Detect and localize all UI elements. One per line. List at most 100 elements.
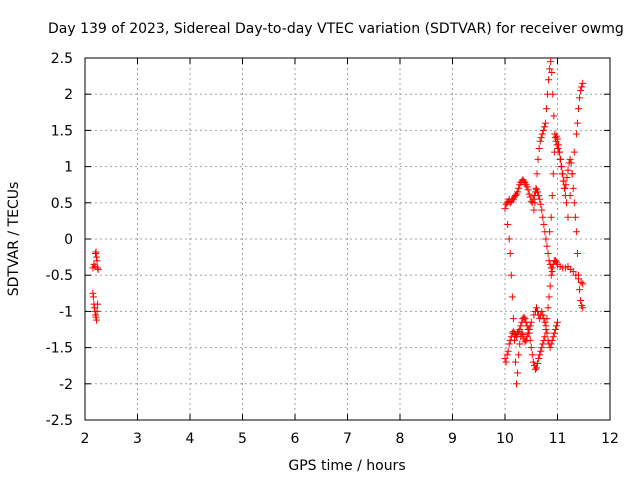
data-point bbox=[540, 123, 548, 131]
data-point bbox=[543, 242, 551, 250]
data-point bbox=[533, 170, 541, 178]
data-point bbox=[516, 326, 524, 333]
data-point bbox=[548, 192, 556, 200]
data-point bbox=[560, 177, 568, 185]
series bbox=[501, 257, 587, 373]
data-point bbox=[504, 347, 512, 355]
data-point bbox=[507, 271, 515, 279]
data-point bbox=[523, 333, 531, 341]
data-point bbox=[567, 159, 575, 167]
y-tick-label: 0 bbox=[64, 232, 73, 248]
data-point bbox=[540, 315, 548, 323]
data-point bbox=[521, 315, 529, 323]
plot-frame bbox=[84, 57, 611, 421]
data-point bbox=[89, 289, 97, 297]
data-point bbox=[550, 329, 558, 337]
chart-title: Day 139 of 2023, Sidereal Day-to-day VTE… bbox=[48, 21, 624, 37]
data-point bbox=[542, 235, 550, 243]
data-point bbox=[525, 326, 533, 333]
data-point bbox=[512, 192, 519, 200]
data-point bbox=[534, 188, 542, 196]
data-point bbox=[521, 338, 529, 346]
data-point bbox=[517, 322, 525, 330]
data-point bbox=[577, 87, 585, 95]
data-point bbox=[501, 205, 509, 213]
x-tick-label: 12 bbox=[601, 431, 619, 447]
y-tick-label: -1.5 bbox=[46, 341, 73, 357]
series bbox=[504, 221, 535, 388]
data-point bbox=[536, 351, 544, 359]
data-point bbox=[512, 358, 519, 366]
data-point bbox=[529, 195, 537, 203]
x-tick-label: 10 bbox=[496, 431, 514, 447]
data-point bbox=[558, 163, 566, 171]
x-tick-label: 9 bbox=[448, 431, 457, 447]
x-tick-label: 11 bbox=[549, 431, 567, 447]
data-point bbox=[541, 119, 549, 127]
data-point bbox=[564, 213, 572, 221]
data-point bbox=[575, 105, 582, 113]
x-tick-label: 3 bbox=[133, 431, 142, 447]
data-point bbox=[572, 130, 580, 138]
data-point bbox=[92, 248, 100, 256]
data-point bbox=[515, 351, 523, 359]
data-point bbox=[533, 364, 540, 372]
data-point bbox=[520, 177, 528, 185]
data-point bbox=[520, 313, 528, 321]
data-point bbox=[568, 170, 576, 178]
data-point bbox=[510, 336, 518, 344]
data-point bbox=[522, 336, 530, 344]
data-point bbox=[549, 170, 557, 178]
data-point bbox=[575, 271, 582, 279]
data-point bbox=[531, 199, 539, 207]
data-point bbox=[535, 145, 543, 152]
data-point bbox=[536, 195, 544, 203]
data-point bbox=[526, 322, 534, 330]
data-point bbox=[94, 265, 102, 273]
data-point bbox=[94, 300, 102, 308]
data-point bbox=[89, 293, 97, 301]
series bbox=[546, 132, 587, 312]
x-tick-label: 4 bbox=[186, 431, 195, 447]
series bbox=[564, 79, 587, 221]
data-point bbox=[547, 213, 555, 221]
data-point bbox=[539, 213, 547, 221]
data-point bbox=[539, 126, 547, 134]
x-tick-label: 2 bbox=[81, 431, 90, 447]
data-point bbox=[501, 354, 509, 362]
data-point bbox=[504, 221, 512, 229]
y-tick-label: 1 bbox=[64, 160, 73, 176]
data-point bbox=[576, 94, 584, 102]
data-point bbox=[557, 155, 565, 163]
data-point bbox=[503, 351, 511, 359]
data-point bbox=[527, 344, 535, 352]
data-point bbox=[549, 333, 557, 341]
data-point bbox=[533, 304, 540, 312]
data-point bbox=[544, 249, 552, 257]
data-point bbox=[537, 347, 545, 355]
data-point bbox=[519, 331, 527, 339]
series bbox=[501, 176, 556, 276]
data-point bbox=[547, 271, 555, 279]
x-tick-label: 5 bbox=[238, 431, 247, 447]
data-point bbox=[535, 354, 543, 362]
y-tick-label: -0.5 bbox=[46, 268, 73, 284]
data-point bbox=[546, 282, 554, 290]
data-point bbox=[536, 137, 544, 145]
data-point bbox=[545, 293, 553, 301]
y-tick-label: -2.5 bbox=[46, 413, 73, 429]
data-point bbox=[535, 192, 543, 200]
data-point bbox=[525, 190, 533, 198]
y-tick-label: 0.5 bbox=[51, 196, 73, 212]
data-point bbox=[556, 148, 564, 156]
data-point bbox=[573, 119, 581, 127]
data-point bbox=[552, 322, 560, 330]
data-point bbox=[506, 199, 514, 207]
data-point bbox=[548, 264, 556, 272]
data-point bbox=[549, 90, 557, 98]
data-point bbox=[570, 199, 578, 207]
data-point bbox=[559, 170, 567, 178]
data-point bbox=[539, 311, 547, 319]
data-point bbox=[92, 249, 99, 257]
